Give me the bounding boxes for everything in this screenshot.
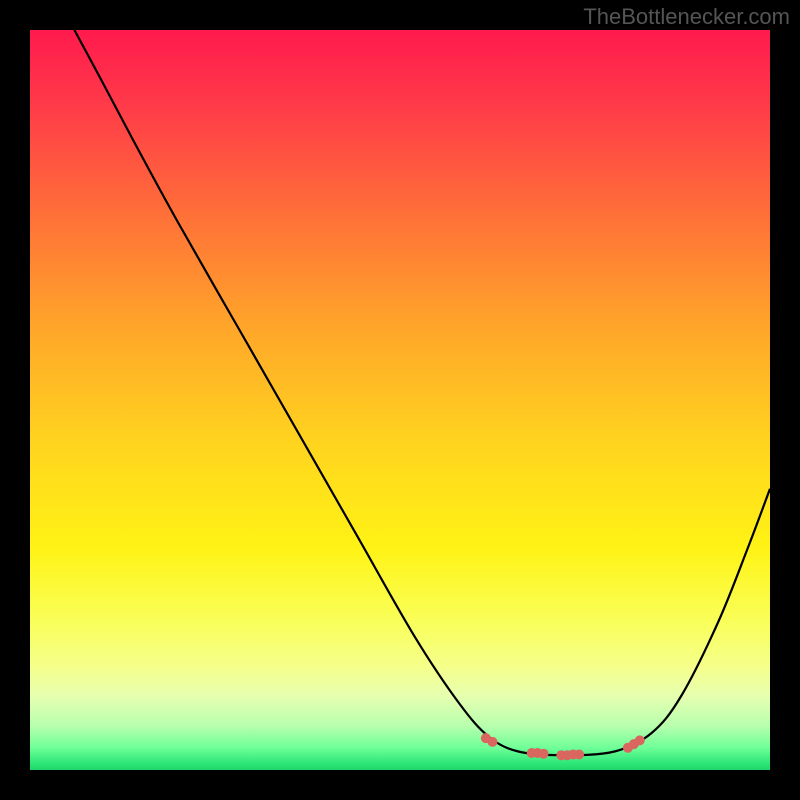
watermark-text: TheBottlenecker.com <box>583 4 790 30</box>
data-dot <box>635 735 645 745</box>
curve-layer <box>30 30 770 770</box>
bottleneck-curve <box>74 30 770 755</box>
data-dot <box>539 749 549 759</box>
data-dot <box>488 737 498 747</box>
plot-area <box>30 30 770 770</box>
data-dot <box>574 749 584 759</box>
